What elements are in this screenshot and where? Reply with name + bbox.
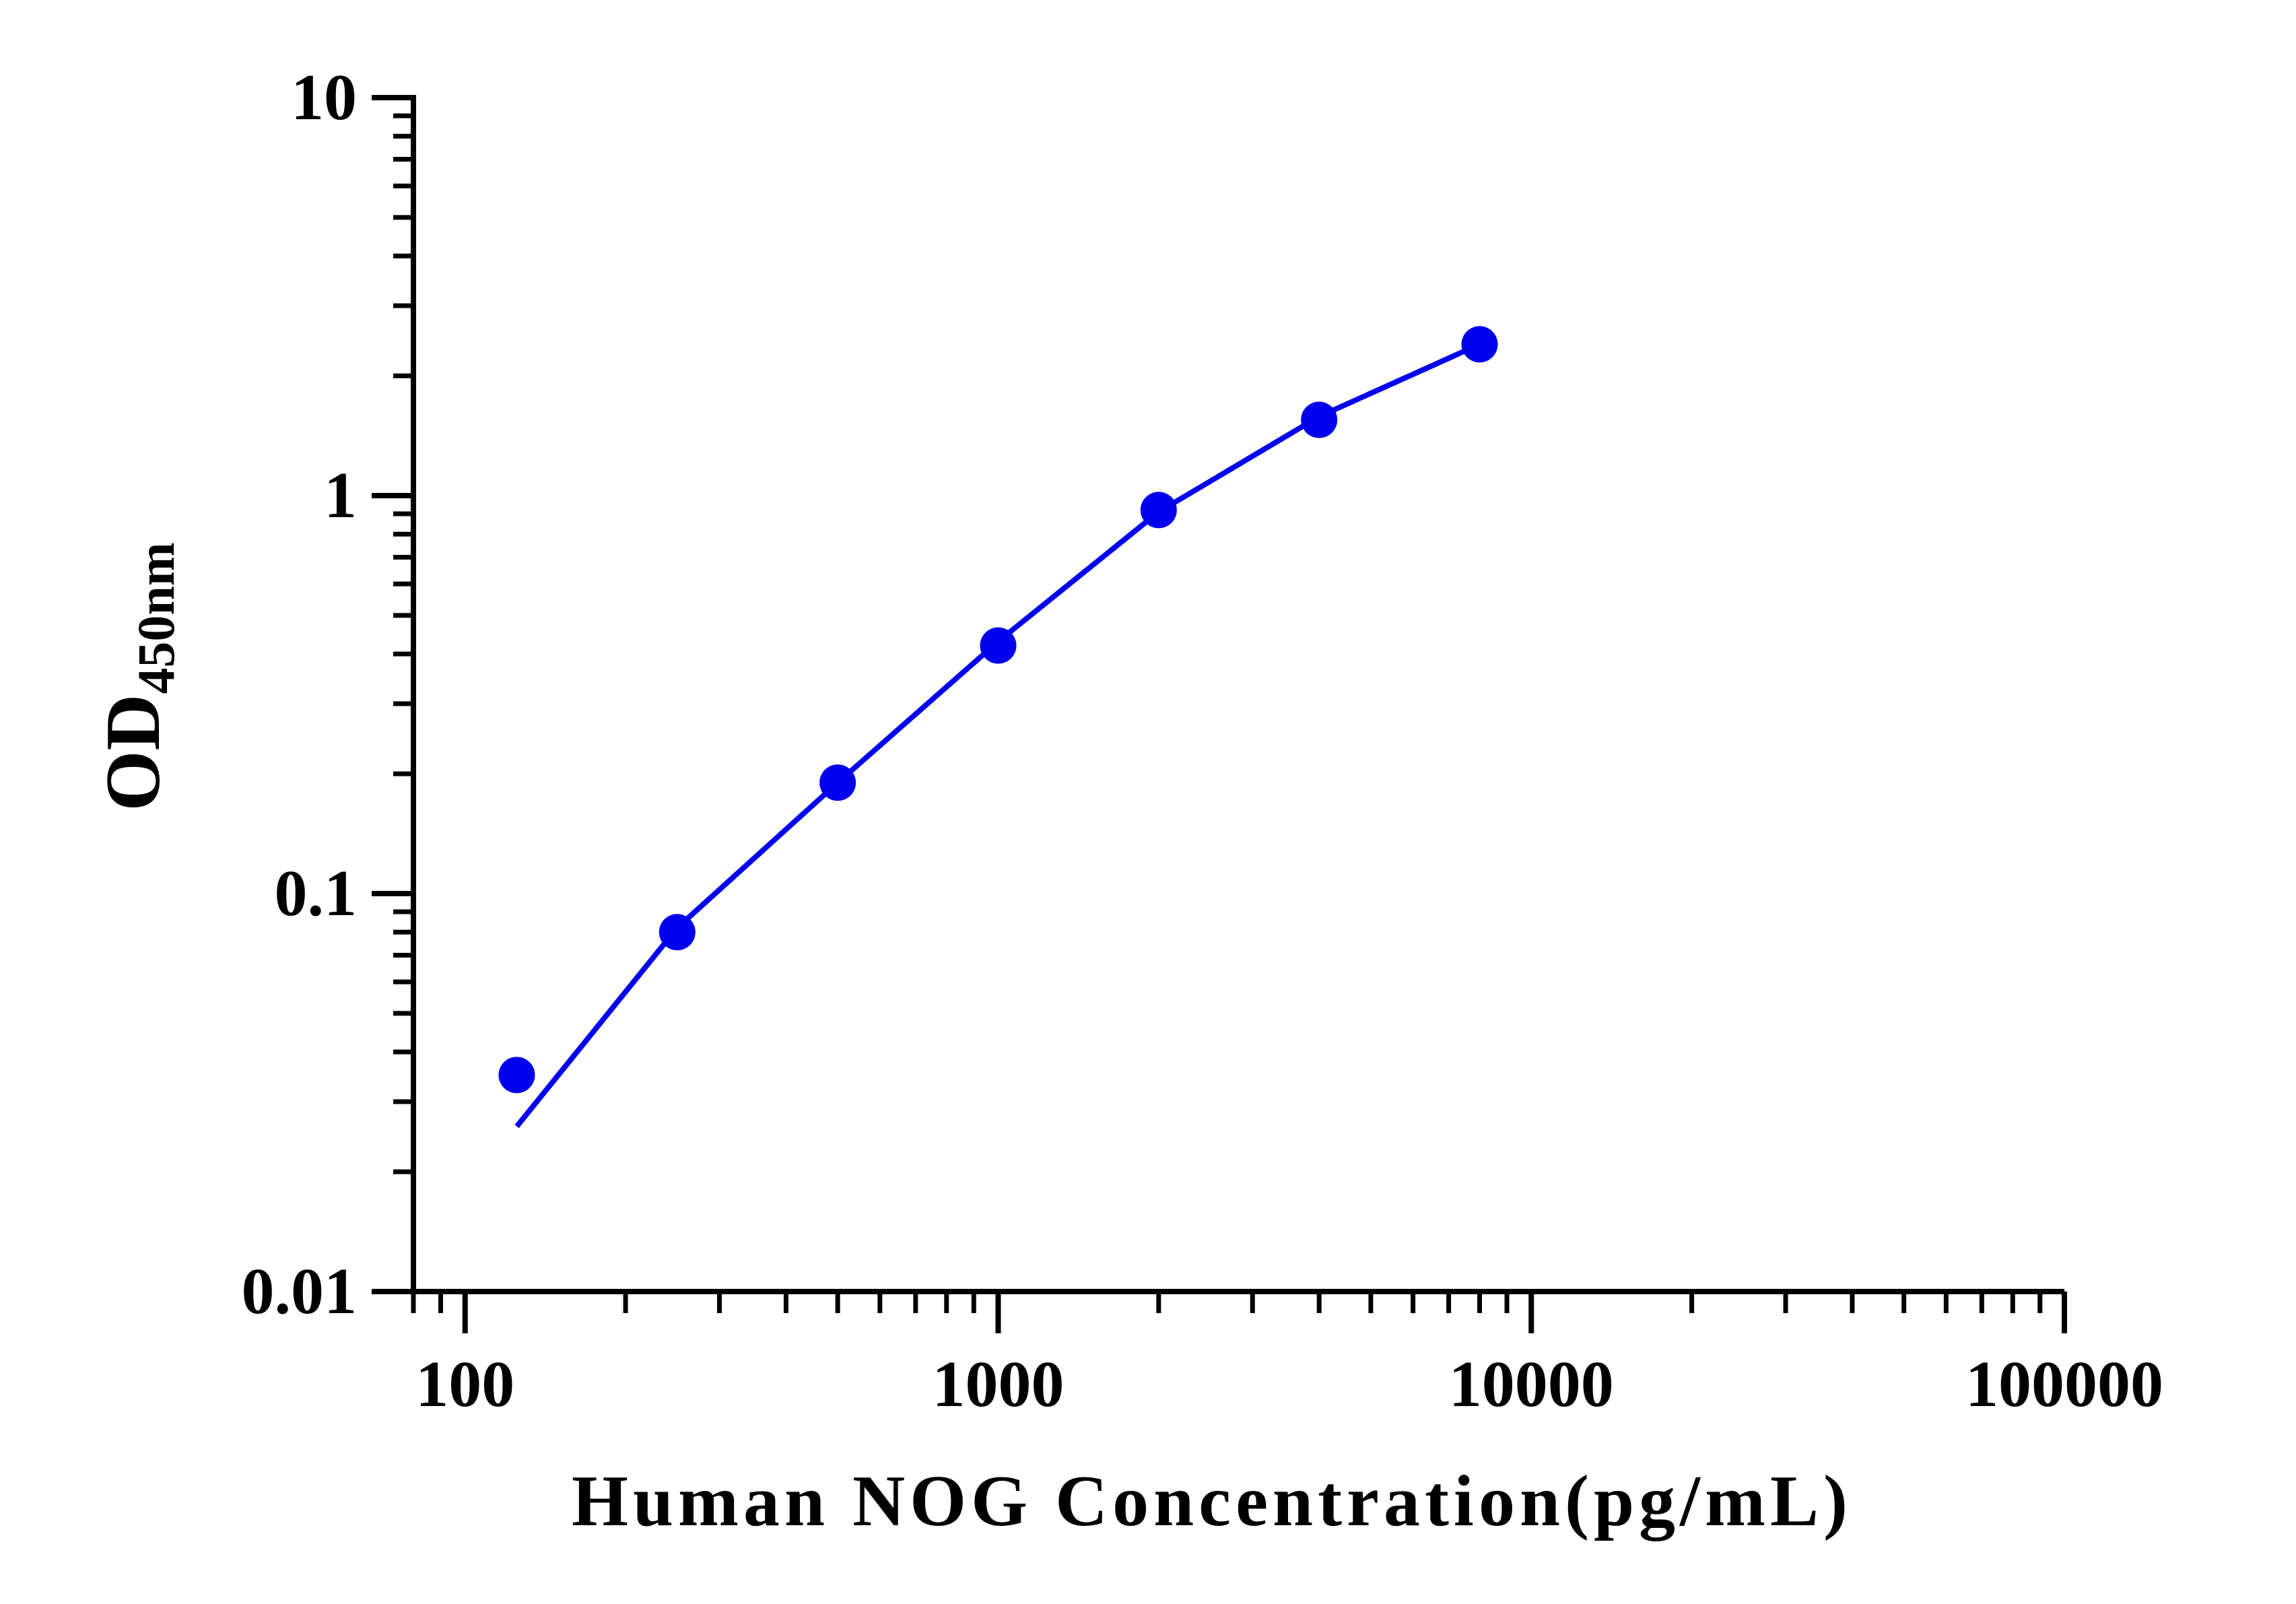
x-axis-title: Human NOG Concentration(pg/mL) — [572, 1461, 1852, 1541]
y-tick-label: 0.01 — [242, 1255, 358, 1328]
axes: 0.01 0.1 1 10 100 1000 10000 100000 — [242, 61, 2164, 1421]
x-tick-label: 1000 — [932, 1348, 1064, 1421]
x-tick-label: 100 — [415, 1348, 514, 1421]
y-axis-title: OD450nm — [90, 542, 185, 811]
data-point — [1461, 326, 1498, 363]
x-tick-label: 10000 — [1449, 1348, 1614, 1421]
fit-curve-line — [514, 341, 1481, 1129]
data-point — [1140, 492, 1177, 529]
y-axis-title-subscript: 450nm — [127, 542, 185, 694]
data-point — [819, 764, 856, 801]
series-layer — [498, 326, 1498, 1129]
x-tick-label: 100000 — [1965, 1348, 2163, 1421]
data-point — [980, 627, 1017, 664]
y-tick-label: 10 — [291, 61, 357, 134]
y-axis-title-main: OD — [90, 694, 176, 811]
x-axis-ticks: 100 1000 10000 100000 — [411, 1292, 2163, 1421]
y-tick-label: 1 — [324, 459, 357, 532]
data-point — [659, 914, 696, 951]
data-point — [1301, 401, 1338, 438]
y-axis-ticks: 0.01 0.1 1 10 — [242, 61, 413, 1328]
data-point — [498, 1057, 535, 1094]
y-tick-label: 0.1 — [275, 857, 358, 930]
